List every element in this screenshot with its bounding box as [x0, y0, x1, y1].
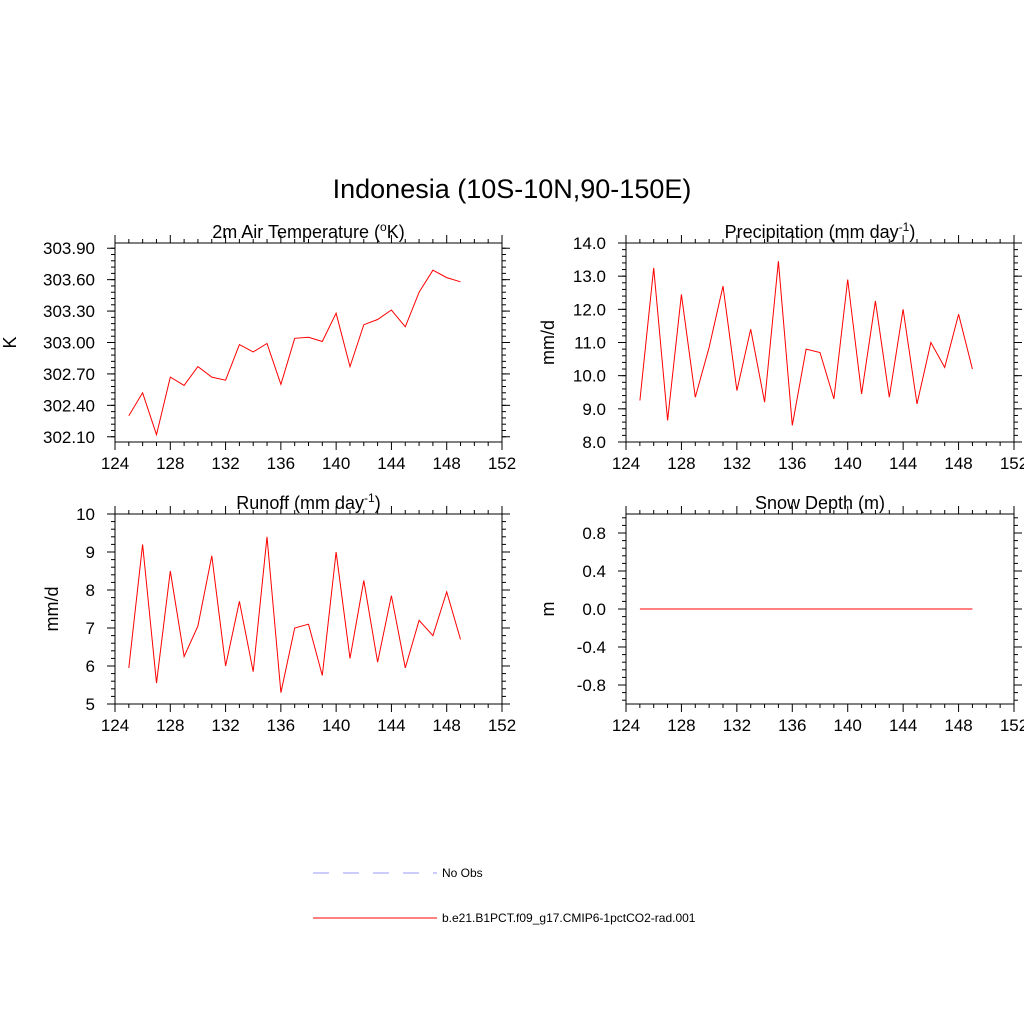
legend-entry: b.e21.B1PCT.f09_g17.CMIP6-1pctCO2-rad.00… [313, 911, 696, 925]
y-axis-label: mm/d [538, 320, 558, 365]
y-tick-label: 11.0 [574, 334, 606, 353]
y-tick-label: 302.70 [43, 365, 95, 384]
y-tick-label: -0.4 [577, 638, 606, 657]
x-tick-label: 152 [488, 716, 516, 735]
y-tick-label: 14.0 [573, 234, 606, 253]
y-tick-label: 9 [86, 543, 95, 562]
panel-title-main: 2m Air Temperature ( [212, 222, 380, 242]
y-tick-label: 302.40 [43, 396, 95, 415]
series-line [639, 261, 973, 426]
y-tick-label: 12.0 [573, 300, 606, 319]
y-tick-label: 10 [76, 505, 95, 524]
x-tick-label: 132 [723, 454, 751, 473]
legend-label: No Obs [442, 866, 483, 880]
panel-title: Runoff (mm day-1) [236, 491, 380, 513]
panel-title-sup: o [380, 220, 387, 234]
panel-title-main: Snow Depth (m) [755, 493, 885, 513]
plot-frame [114, 242, 503, 443]
y-tick-label: 0.0 [582, 600, 606, 619]
figure-title: Indonesia (10S-10N,90-150E) [333, 174, 692, 204]
panel-title-sup: -1 [364, 491, 375, 505]
x-tick-label: 144 [889, 454, 917, 473]
series-line [128, 269, 461, 437]
x-tick-label: 144 [377, 454, 405, 473]
y-tick-label: 0.8 [582, 524, 606, 543]
y-tick-label: 0.4 [582, 562, 606, 581]
legend: No Obs b.e21.B1PCT.f09_g17.CMIP6-1pctCO2-… [313, 866, 696, 925]
panel-title-sup: -1 [899, 220, 910, 234]
x-tick-label: 136 [778, 716, 806, 735]
panel-title-main: Precipitation (mm day [725, 222, 899, 242]
y-tick-label: 303.30 [43, 302, 95, 321]
panel-title: 2m Air Temperature (oK) [212, 220, 404, 242]
x-tick-label: 132 [723, 716, 751, 735]
x-tick-label: 124 [612, 716, 640, 735]
y-tick-label: -0.8 [577, 676, 606, 695]
x-tick-label: 140 [834, 454, 862, 473]
x-tick-label: 124 [101, 454, 129, 473]
x-tick-label: 136 [267, 716, 295, 735]
x-tick-label: 148 [944, 716, 972, 735]
y-tick-label: 8.0 [582, 433, 606, 452]
x-tick-label: 140 [834, 716, 862, 735]
x-tick-label: 132 [211, 716, 239, 735]
y-axis-label: m [538, 602, 558, 617]
x-tick-label: 148 [433, 716, 461, 735]
y-axis-label: mm/d [42, 587, 62, 632]
y-tick-label: 303.60 [43, 271, 95, 290]
panel-title-after: ) [375, 493, 381, 513]
y-tick-label: 5 [86, 695, 95, 714]
x-tick-label: 144 [889, 716, 917, 735]
panel-4: Snow Depth (m) 124 128 132 136 140 144 148 152 -0… [538, 493, 1024, 735]
x-tick-label: 140 [322, 454, 350, 473]
y-tick-label: 9.0 [582, 400, 606, 419]
legend-label: b.e21.B1PCT.f09_g17.CMIP6-1pctCO2-rad.00… [442, 911, 696, 925]
plot-frame [625, 242, 1015, 443]
x-tick-label: 140 [322, 716, 350, 735]
x-tick-label: 128 [667, 716, 695, 735]
y-tick-label: 302.10 [43, 428, 95, 447]
panel-3: Runoff (mm day-1) 124 128 132 136 140 144 148 15… [42, 491, 516, 735]
x-tick-label: 136 [778, 454, 806, 473]
x-tick-label: 152 [488, 454, 516, 473]
x-tick-label: 124 [101, 716, 129, 735]
x-tick-label: 128 [156, 716, 184, 735]
panel-title-main: Runoff (mm day [236, 493, 364, 513]
panel-title-after: K) [387, 222, 405, 242]
y-tick-label: 303.00 [43, 334, 95, 353]
series-line [128, 536, 461, 693]
y-tick-label: 7 [86, 619, 95, 638]
x-tick-label: 128 [667, 454, 695, 473]
plot-frame [114, 513, 503, 705]
panel-title: Precipitation (mm day-1) [725, 220, 916, 242]
x-tick-label: 136 [267, 454, 295, 473]
x-tick-label: 128 [156, 454, 184, 473]
y-tick-label: 8 [86, 581, 95, 600]
panel-title-after: ) [909, 222, 915, 242]
x-tick-label: 144 [377, 716, 405, 735]
y-tick-label: 6 [86, 657, 95, 676]
panel-1: 2m Air Temperature (oK) 124 128 132 136 140 14… [0, 220, 516, 473]
panel-2: Precipitation (mm day-1) 124 128 132 136 140 1… [538, 220, 1024, 473]
x-tick-label: 124 [612, 454, 640, 473]
x-tick-label: 152 [1000, 716, 1024, 735]
x-tick-label: 132 [211, 454, 239, 473]
panels: 2m Air Temperature (oK)124 128 132 136 140 14… [0, 220, 1024, 735]
y-tick-label: 10.0 [573, 367, 606, 386]
x-tick-label: 148 [433, 454, 461, 473]
y-tick-label: 303.90 [43, 239, 95, 258]
y-axis-label: K [0, 336, 20, 348]
panel-title: Snow Depth (m) [755, 493, 885, 513]
legend-entry: No Obs [313, 866, 483, 880]
x-tick-label: 152 [1000, 454, 1024, 473]
x-tick-label: 148 [944, 454, 972, 473]
y-tick-label: 13.0 [573, 267, 606, 286]
